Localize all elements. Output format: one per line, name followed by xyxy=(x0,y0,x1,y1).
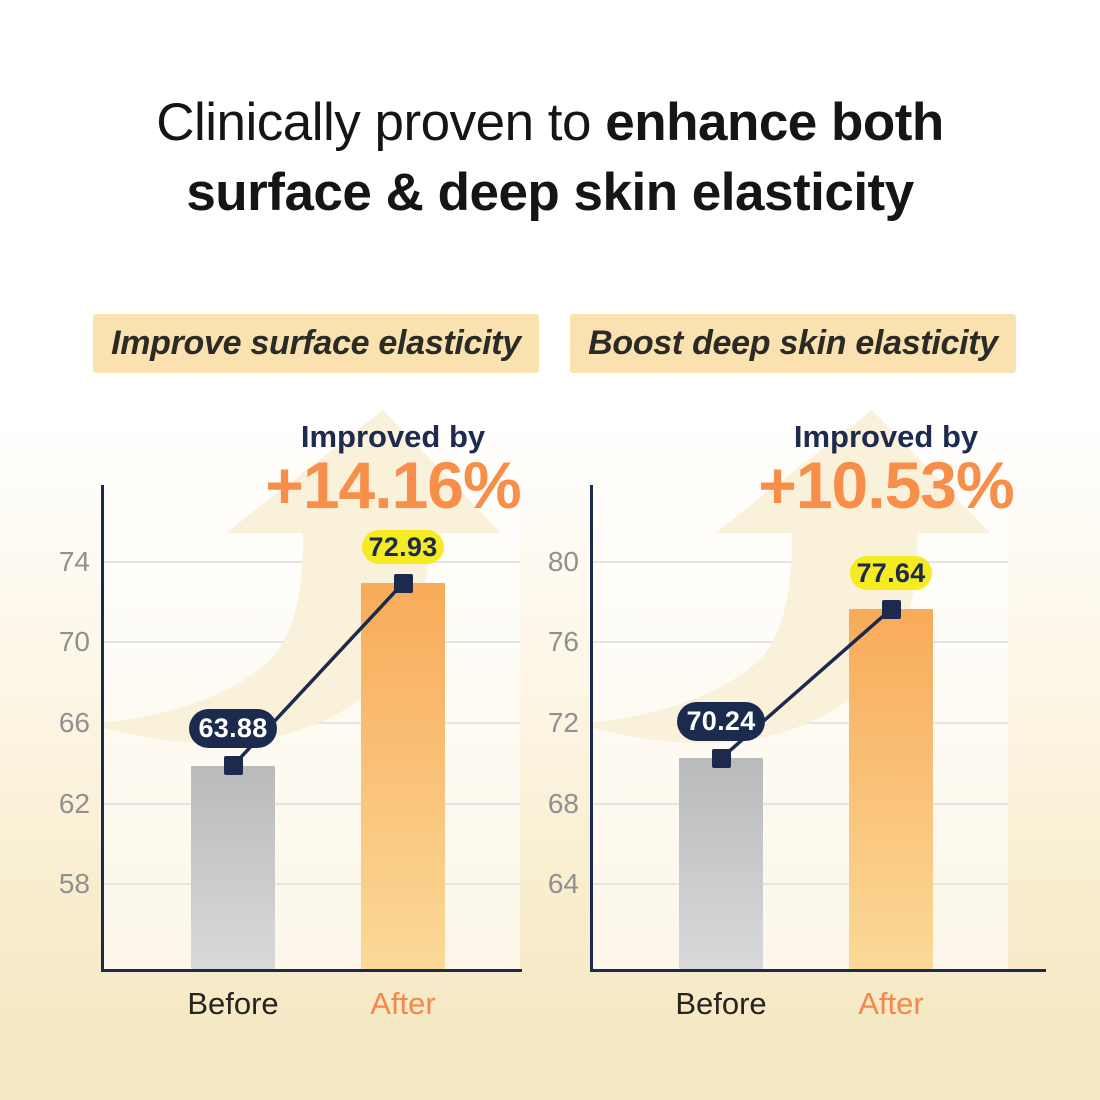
y-tick-label-right: 68 xyxy=(547,787,579,819)
y-tick-label-right: 80 xyxy=(547,545,579,577)
x-axis-line-left xyxy=(101,969,522,972)
improved-percentage-left: +14.16% xyxy=(265,448,521,522)
badge-surface-elasticity-label: Improve surface elasticity xyxy=(111,324,521,362)
improved-by-label-left: Improved by xyxy=(300,419,486,454)
page-title: Clinically proven to enhance both surfac… xyxy=(0,88,1100,228)
value-pill-before-right: 70.24 xyxy=(677,701,765,741)
value-pill-before-left: 63.88 xyxy=(189,709,277,749)
gridline-right xyxy=(593,883,1008,886)
y-tick-label-left: 74 xyxy=(58,545,90,577)
y-tick-label-right: 76 xyxy=(547,626,579,658)
bar-after-left xyxy=(361,583,445,969)
improved-percentage-right: +10.53% xyxy=(758,448,1014,522)
y-axis-line-left xyxy=(101,485,104,972)
data-point-marker-before-right xyxy=(711,748,731,768)
y-tick-label-left: 70 xyxy=(58,626,90,658)
page-title-line2: surface & deep skin elasticity xyxy=(186,163,914,222)
bar-before-left xyxy=(191,765,275,969)
badge-surface-elasticity: Improve surface elasticity xyxy=(93,314,539,373)
gridline-left xyxy=(104,802,520,805)
category-label-after-left: After xyxy=(370,986,436,1021)
category-label-before-left: Before xyxy=(187,986,279,1021)
gridline-right xyxy=(593,802,1008,805)
page-title-line1: Clinically proven to enhance both xyxy=(156,93,944,152)
value-pill-after-left: 72.93 xyxy=(362,530,444,565)
growth-arrow-graphic-left xyxy=(90,410,501,744)
x-axis-line-right xyxy=(590,969,1046,972)
bar-after-right xyxy=(849,609,933,969)
badge-deep-elasticity-label: Boost deep skin elasticity xyxy=(588,324,998,362)
y-tick-label-left: 58 xyxy=(58,868,90,900)
data-point-marker-after-right xyxy=(881,599,901,619)
badge-deep-elasticity: Boost deep skin elasticity xyxy=(570,314,1016,373)
y-tick-label-left: 66 xyxy=(58,706,90,738)
category-label-after-right: After xyxy=(858,986,924,1021)
y-axis-line-right xyxy=(590,485,593,972)
bar-before-right xyxy=(679,758,763,969)
growth-arrow-graphic-right xyxy=(579,410,990,744)
value-pill-after-right: 77.64 xyxy=(850,556,932,591)
y-tick-label-right: 72 xyxy=(547,706,579,738)
y-tick-label-left: 62 xyxy=(58,787,90,819)
improved-by-label-right: Improved by xyxy=(793,419,979,454)
y-tick-label-right: 64 xyxy=(547,868,579,900)
data-point-marker-before-left xyxy=(223,756,243,776)
category-label-before-right: Before xyxy=(675,986,767,1021)
gridline-left xyxy=(104,883,520,886)
data-point-marker-after-left xyxy=(393,573,413,593)
